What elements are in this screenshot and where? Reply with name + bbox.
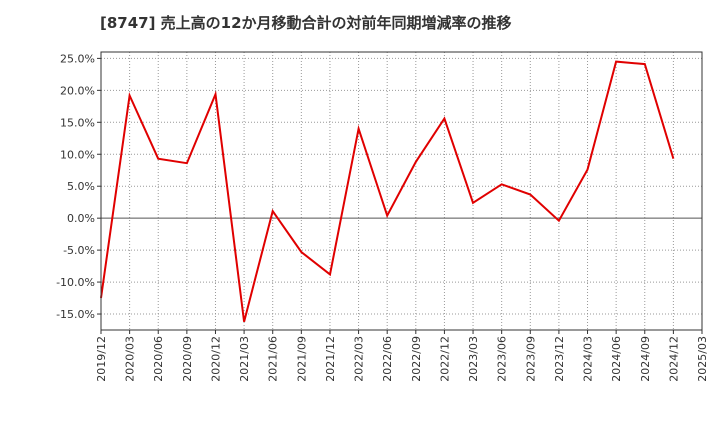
y-tick-label: 20.0% [60,84,95,97]
y-tick-label: 25.0% [60,52,95,65]
x-tick-label: 2022/06 [381,336,394,382]
x-tick-label: 2023/06 [496,336,509,382]
x-tick-label: 2024/12 [667,336,680,382]
y-tick-label: -15.0% [56,308,95,321]
x-tick-label: 2022/09 [410,336,423,382]
x-tick-label: 2020/03 [124,336,137,382]
chart-title: [8747] 売上高の12か月移動合計の対前年同期増減率の推移 [100,14,512,32]
x-tick-label: 2021/12 [324,336,337,382]
y-tick-labels: 25.0% 20.0% 15.0% 10.0% 5.0% 0.0% -5.0% -10.0% -… [56,52,101,321]
grid-layer [101,52,702,330]
x-tick-label: 2023/03 [467,336,480,382]
x-tick-label: 2022/12 [438,336,451,382]
y-tick-label: -10.0% [56,276,95,289]
x-tick-label: 2021/03 [238,336,251,382]
x-tick-label: 2023/12 [553,336,566,382]
x-tick-label: 2021/09 [295,336,308,382]
x-tick-label: 2020/09 [181,336,194,382]
x-tick-label: 2022/03 [353,336,366,382]
x-tick-label: 2021/06 [267,336,280,382]
y-tick-label: 10.0% [60,148,95,161]
x-tick-label: 2024/06 [610,336,623,382]
plot-frame [100,51,703,331]
y-tick-label: 5.0% [67,180,95,193]
series-line-layer [100,60,675,322]
x-tick-label: 2020/06 [152,336,165,382]
x-tick-label: 2024/09 [639,336,652,382]
x-tick-label: 2019/12 [95,336,108,382]
x-tick-label: 2024/03 [582,336,595,382]
x-tick-labels: 2019/12 2020/03 2020/06 2020/09 2020/12 2021/… [95,330,709,382]
x-tick-label: 2023/09 [524,336,537,382]
y-tick-label: 15.0% [60,116,95,129]
y-tick-label: 0.0% [67,212,95,225]
x-tick-label: 2020/12 [209,336,222,382]
series-line [100,60,675,322]
y-tick-label: -5.0% [63,244,95,257]
x-tick-label: 2025/03 [696,336,709,382]
